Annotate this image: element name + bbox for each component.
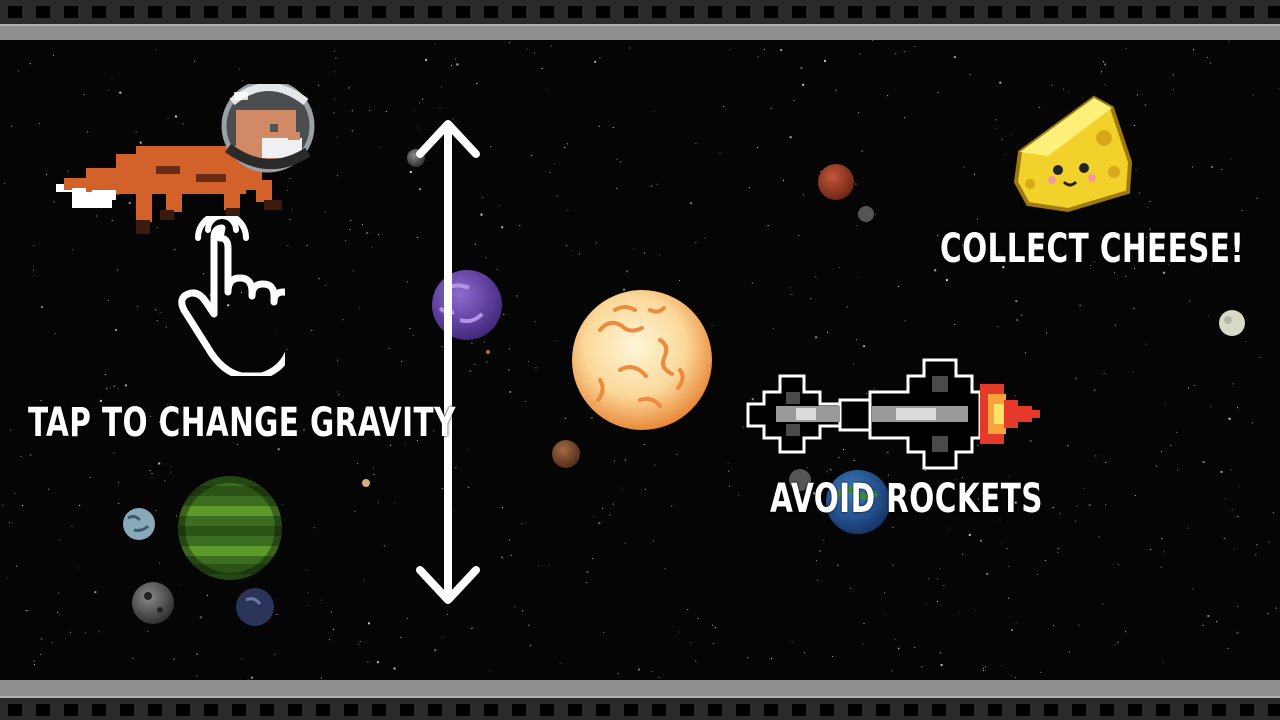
astronaut-fox-icon bbox=[56, 84, 315, 234]
earth-planet bbox=[826, 470, 890, 534]
collect-cheese-text: COLLECT CHEESE! bbox=[940, 226, 1245, 272]
bottom-border-rail bbox=[0, 680, 1280, 720]
green-planet bbox=[178, 476, 282, 580]
brown-planet bbox=[552, 440, 580, 468]
sun-planet bbox=[572, 290, 712, 430]
cheese-icon bbox=[1013, 95, 1133, 213]
avoid-rockets-text: AVOID ROCKETS bbox=[770, 476, 1043, 522]
bottom-rail-holes bbox=[8, 704, 1280, 716]
red-planet bbox=[818, 164, 854, 200]
rocket-icon bbox=[746, 358, 1040, 470]
small-moon bbox=[858, 206, 874, 222]
top-rail-strip bbox=[0, 24, 1280, 40]
planets-layer bbox=[123, 149, 1245, 626]
tap-hand-icon bbox=[178, 216, 285, 376]
double-arrow-vertical-icon bbox=[416, 120, 480, 604]
ice-planet bbox=[123, 508, 155, 540]
dark-blue-planet bbox=[236, 588, 274, 626]
bottom-rail-strip bbox=[0, 680, 1280, 698]
grey-moon bbox=[789, 469, 811, 491]
top-rail-holes bbox=[8, 6, 1280, 18]
top-border-rail bbox=[0, 0, 1280, 40]
cratered-moon bbox=[132, 582, 174, 624]
pale-moon bbox=[1219, 310, 1245, 336]
tap-to-change-gravity-text: TAP TO CHANGE GRAVITY bbox=[28, 400, 456, 446]
